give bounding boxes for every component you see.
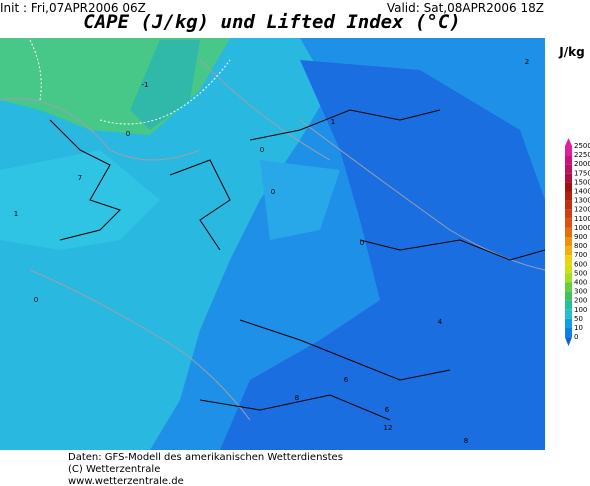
colorbar-segment xyxy=(565,273,572,283)
colorbar-label: 50 xyxy=(574,315,583,323)
colorbar-label: 700 xyxy=(574,251,587,259)
contour-label: -1 xyxy=(142,81,149,89)
colorbar-label: 1500 xyxy=(574,178,590,186)
colorbar-label: 2500 xyxy=(574,142,590,150)
contour-labels: -1 0 2 1 7 0 0 1 0 0 4 6 8 6 12 8 xyxy=(14,58,529,445)
colorbar-segment xyxy=(565,300,572,310)
colorbar-segment xyxy=(565,246,572,256)
colorbar-segment xyxy=(565,227,572,237)
footer-line: (C) Wetterzentrale xyxy=(68,464,160,475)
colorbar-segment xyxy=(565,309,572,319)
contour-negative xyxy=(29,39,231,125)
colorbar-segment xyxy=(565,237,572,247)
colorbar-segment xyxy=(565,146,572,156)
colorbar-cap xyxy=(565,337,572,347)
colorbar-label: 1000 xyxy=(574,224,590,232)
colorbar-label: 0 xyxy=(574,333,578,341)
contour-lines xyxy=(0,59,546,421)
contour-label: 8 xyxy=(464,437,468,445)
colorbar-segment xyxy=(565,218,572,228)
contour-label: 12 xyxy=(384,424,393,432)
contour-label: 4 xyxy=(438,318,443,326)
colorbar-label: 1750 xyxy=(574,169,590,177)
colorbar-segment xyxy=(565,164,572,174)
colorbar-label: 400 xyxy=(574,279,587,287)
map xyxy=(0,38,546,450)
colorbar-unit: J/kg xyxy=(558,45,584,59)
colorbar-segment xyxy=(565,173,572,183)
colorbar-segment xyxy=(565,264,572,274)
map-title: CAPE (J/kg) und Lifted Index (°C) xyxy=(83,11,461,33)
init-time: Init : Fri,07APR2006 06Z xyxy=(0,1,146,15)
colorbar-cap xyxy=(565,138,572,146)
colorbar-segment xyxy=(565,155,572,165)
contour-label: 7 xyxy=(78,174,82,182)
contour-label: 1 xyxy=(14,210,18,218)
field-teal xyxy=(130,40,200,130)
contour-label: 0 xyxy=(271,188,275,196)
field-light xyxy=(0,38,330,450)
contour-label: 0 xyxy=(126,130,130,138)
contour-label: 8 xyxy=(295,394,299,402)
colorbar-segment xyxy=(565,328,572,338)
colorbar-segment xyxy=(565,255,572,265)
footer-line: www.wetterzentrale.de xyxy=(68,476,184,486)
contour-label: 1 xyxy=(331,118,335,126)
colorbar-segment xyxy=(565,318,572,328)
colorbar-label: 1300 xyxy=(574,197,590,205)
colorbar-segment xyxy=(565,191,572,201)
field-dark xyxy=(220,60,545,450)
colorbar: 2500225020001750150014001300120011001000… xyxy=(565,138,590,347)
colorbar-label: 200 xyxy=(574,297,587,305)
colorbar-segment xyxy=(565,200,572,210)
colorbar-label: 500 xyxy=(574,269,587,277)
colorbar-label: 900 xyxy=(574,233,587,241)
contour-label: 0 xyxy=(260,146,264,154)
colorbar-segment xyxy=(565,182,572,192)
colorbar-label: 1400 xyxy=(574,188,590,196)
contour-label: 6 xyxy=(385,406,390,414)
colorbar-segment xyxy=(565,282,572,292)
colorbar-label: 1200 xyxy=(574,206,590,214)
colorbar-label: 100 xyxy=(574,306,587,314)
colorbar-label: 2000 xyxy=(574,160,590,168)
contour-label: 0 xyxy=(360,239,364,247)
colorbar-label: 2250 xyxy=(574,151,590,159)
field-cyan xyxy=(0,150,160,250)
contour-label: 0 xyxy=(34,296,38,304)
colorbar-label: 600 xyxy=(574,260,587,268)
contour-label: 2 xyxy=(525,58,529,66)
colorbar-segment xyxy=(565,209,572,219)
borders-coastlines xyxy=(49,109,546,421)
valid-time: Valid: Sat,08APR2006 18Z xyxy=(387,1,544,15)
colorbar-segment xyxy=(565,291,572,301)
field-mid xyxy=(260,160,340,240)
colorbar-label: 10 xyxy=(574,324,583,332)
colorbar-label: 800 xyxy=(574,242,587,250)
colorbar-label: 1100 xyxy=(574,215,590,223)
colorbar-label: 300 xyxy=(574,288,587,296)
footer-line: Daten: GFS-Modell des amerikanischen Wet… xyxy=(68,452,343,463)
contour-label: 6 xyxy=(344,376,349,384)
